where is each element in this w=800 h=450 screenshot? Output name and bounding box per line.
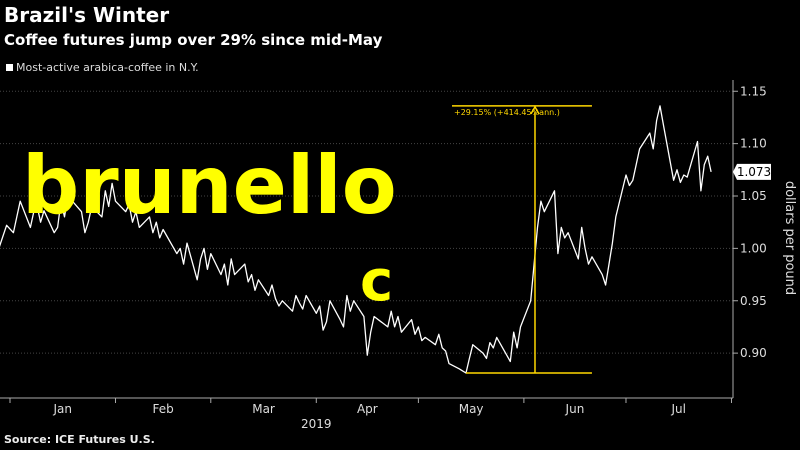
x-year-label: 2019 [301, 417, 332, 431]
x-axis: Jan Feb Mar Apr May Jun Jul 2019 [0, 397, 733, 431]
x-tick-label: Mar [252, 402, 275, 416]
last-value-badge [733, 163, 771, 180]
x-tick-label: Jun [565, 402, 585, 416]
x-tick-label: Feb [153, 402, 174, 416]
y-tick-label: 0.90 [740, 346, 767, 360]
overlay-text-brunello: brunello [22, 139, 397, 232]
y-axis: 0.90 0.95 1.00 1.05 1.10 1.15 dollars per poun… [732, 80, 797, 398]
legend: Most-active arabica-coffee in N.Y. [6, 61, 199, 74]
legend-swatch [6, 64, 13, 71]
last-value-label: 1.073 [737, 165, 771, 179]
source-note: Source: ICE Futures U.S. [4, 433, 155, 446]
y-tick-label: 1.05 [740, 189, 767, 203]
price-line [0, 105, 712, 374]
overlay-text-c: c [360, 249, 394, 314]
y-tick-label: 1.15 [740, 84, 767, 98]
gain-annotation: +29.15% (+414.45%ann.) [452, 105, 592, 374]
annotation-arrow-head [530, 105, 540, 115]
y-tick-label: 0.95 [740, 294, 767, 308]
x-tick-label: Jul [670, 402, 685, 416]
chart-subtitle: Coffee futures jump over 29% since mid-M… [4, 31, 383, 49]
price-series: 1.073 [0, 105, 771, 374]
legend-label: Most-active arabica-coffee in N.Y. [16, 61, 199, 74]
x-tick-label: May [459, 402, 484, 416]
y-axis-label: dollars per pound [782, 181, 797, 295]
annotation-label: +29.15% (+414.45%ann.) [454, 108, 560, 117]
x-tick-label: Jan [53, 402, 73, 416]
chart-title: Brazil's Winter [4, 3, 170, 27]
y-tick-label: 1.00 [740, 241, 767, 255]
y-tick-label: 1.10 [740, 137, 767, 151]
x-tick-label: Apr [357, 402, 378, 416]
